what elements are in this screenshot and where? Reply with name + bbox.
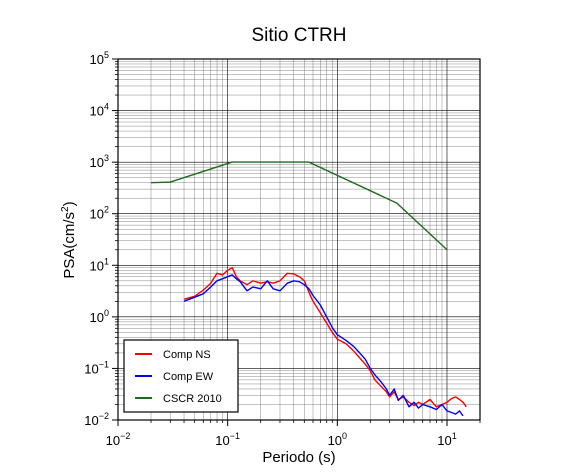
y-tick-base: 10	[90, 207, 104, 222]
chart-title: Sitio CTRH	[251, 25, 346, 46]
series-line-cscr-2010	[150, 161, 448, 251]
y-tick-exponent: 3	[104, 153, 109, 163]
x-tick-base: 10	[437, 433, 451, 448]
y-tick-base: 10	[90, 104, 104, 119]
x-tick-base: 10	[215, 433, 229, 448]
x-tick-exponent: −2	[120, 431, 130, 441]
series-line-comp-ew	[183, 274, 464, 417]
y-tick-base: 10	[90, 155, 104, 170]
y-tick-label: 104	[90, 102, 109, 119]
y-tick-label: 103	[90, 153, 109, 170]
x-tick-exponent: −1	[230, 431, 240, 441]
minor-gridlines	[118, 59, 481, 420]
y-tick-exponent: 4	[104, 102, 109, 112]
y-axis-label-end: )	[61, 201, 78, 206]
y-axis-label: PSA(cm/s2)	[60, 201, 78, 278]
y-tick-exponent: 0	[104, 308, 109, 318]
y-tick-exponent: 1	[104, 256, 109, 266]
x-tick-base: 10	[106, 433, 120, 448]
plot-frame	[117, 58, 481, 421]
series-layer	[150, 161, 467, 417]
x-tick-label: 10−1	[215, 431, 240, 448]
x-axis-ticks: 10−2 10−1 100 101	[106, 420, 481, 448]
legend-label-cscr-2010: CSCR 2010	[163, 393, 222, 405]
legend-label-comp-ew: Comp EW	[163, 371, 214, 383]
y-tick-label: 101	[90, 256, 109, 273]
y-tick-exponent: 5	[104, 50, 109, 60]
y-tick-exponent: 2	[104, 205, 109, 215]
x-tick-label: 10−2	[106, 431, 131, 448]
legend: Comp NS Comp EW CSCR 2010	[123, 339, 239, 413]
x-tick-base: 10	[328, 433, 342, 448]
x-tick-exponent: 0	[342, 431, 347, 441]
y-tick-exponent: −1	[99, 359, 109, 369]
y-tick-base: 10	[84, 361, 98, 376]
x-tick-label: 101	[437, 431, 456, 448]
y-tick-base: 10	[90, 52, 104, 67]
y-tick-label: 100	[90, 308, 109, 325]
legend-label-comp-ns: Comp NS	[163, 349, 211, 361]
y-tick-base: 10	[90, 258, 104, 273]
series-line-comp-ns	[183, 266, 467, 408]
y-axis-label-sup: 2	[60, 206, 71, 212]
y-tick-label: 105	[90, 50, 109, 67]
y-tick-base: 10	[90, 310, 104, 325]
y-tick-base: 10	[84, 413, 98, 428]
y-tick-label: 10−1	[84, 359, 109, 376]
x-tick-exponent: 1	[452, 431, 457, 441]
x-tick-label: 100	[328, 431, 347, 448]
x-axis-label: Periodo (s)	[262, 449, 335, 466]
y-tick-exponent: −2	[99, 411, 109, 421]
y-axis-label-main: PSA(cm/s	[61, 212, 78, 279]
y-tick-label: 10−2	[84, 411, 109, 428]
y-tick-label: 102	[90, 205, 109, 222]
